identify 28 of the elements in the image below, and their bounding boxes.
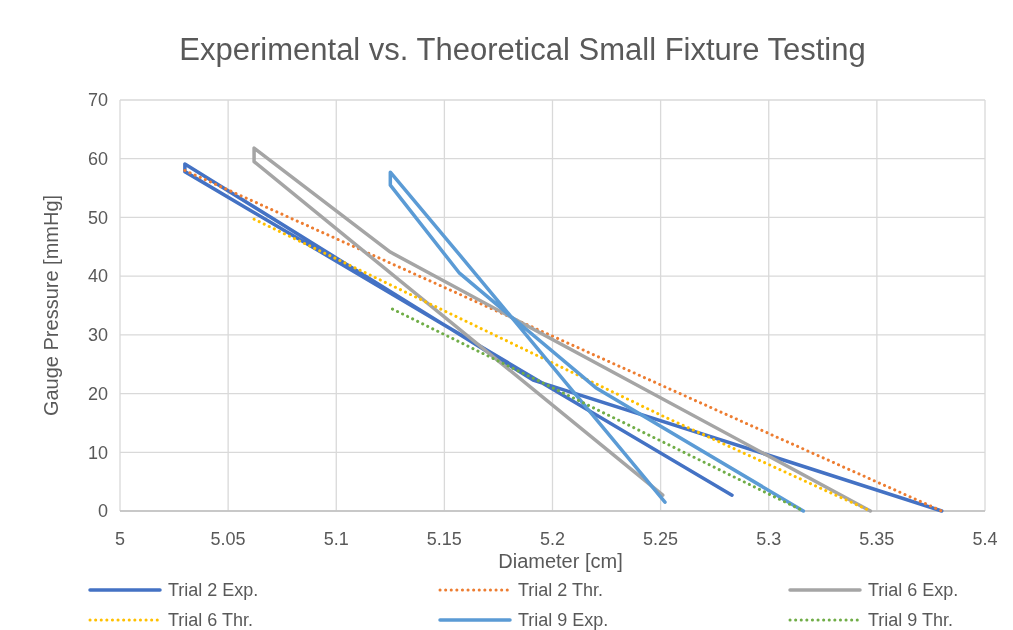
- line-series: [388, 170, 806, 513]
- x-tick-label: 5.05: [210, 529, 246, 549]
- x-tick-label: 5.1: [323, 529, 349, 549]
- line-series: [252, 146, 873, 513]
- y-tick-label: 50: [87, 207, 108, 228]
- x-tick-label: 5.15: [426, 529, 462, 549]
- y-tick-label: 30: [87, 325, 108, 346]
- legend-label: Trial 2 Thr.: [518, 580, 604, 601]
- x-tick-label: 5.4: [972, 529, 998, 549]
- legend-label: Trial 9 Thr.: [868, 610, 954, 630]
- x-tick-label: 5.25: [643, 529, 679, 549]
- legend-label: Trial 6 Exp.: [868, 580, 959, 601]
- y-tick-label: 20: [87, 383, 108, 404]
- x-tick-label: 5.3: [756, 529, 782, 549]
- legend-label: Trial 6 Thr.: [168, 610, 254, 630]
- y-tick-label: 0: [97, 501, 108, 522]
- legend-label: Trial 9 Exp.: [518, 610, 609, 630]
- x-tick-label: 5.35: [859, 529, 895, 549]
- y-tick-label: 10: [87, 442, 108, 463]
- x-tick-label: 5: [114, 529, 126, 549]
- y-tick-label: 60: [87, 149, 108, 170]
- chart-title: Experimental vs. Theoretical Small Fixture Testing: [179, 32, 866, 67]
- y-axis-title: Gauge Pressure [mmHg]: [40, 194, 62, 417]
- x-axis-title: Diameter [cm]: [498, 550, 623, 572]
- legend-label: Trial 2 Exp.: [168, 580, 259, 601]
- y-tick-label: 40: [87, 266, 108, 287]
- y-tick-label: 70: [87, 90, 108, 111]
- x-tick-label: 5.2: [539, 529, 566, 549]
